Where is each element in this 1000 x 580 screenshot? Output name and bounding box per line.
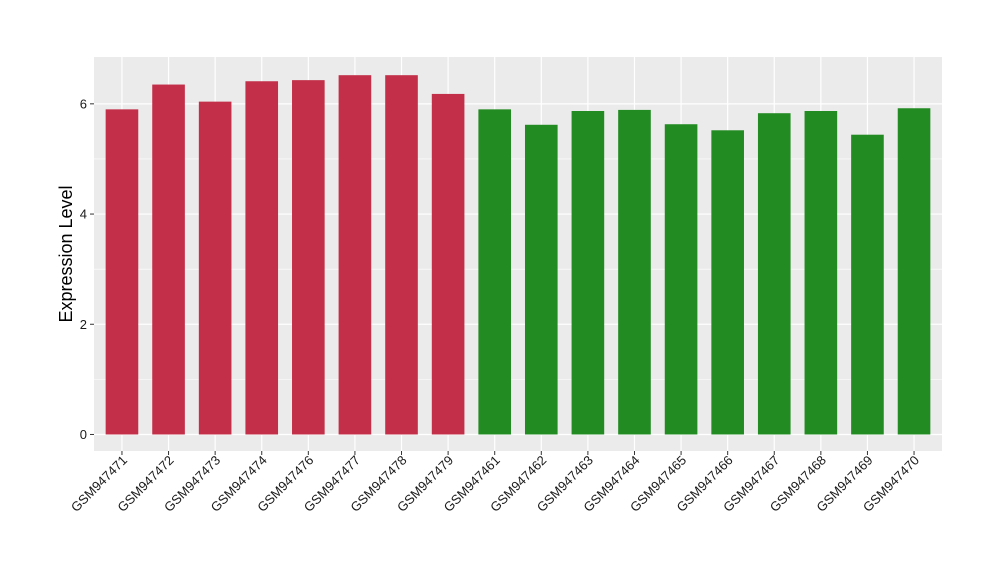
y-axis: 0 2 4 6 bbox=[80, 96, 94, 442]
bar-GSM947472 bbox=[152, 84, 185, 435]
x-axis: GSM947471GSM947472GSM947473GSM947474GSM9… bbox=[68, 451, 922, 515]
bar-GSM947478 bbox=[385, 75, 418, 435]
bar-GSM947465 bbox=[664, 124, 698, 435]
bar-GSM947468 bbox=[804, 111, 838, 435]
minor-gridlines bbox=[94, 158, 942, 380]
bars bbox=[105, 75, 931, 435]
y-tick-label: 6 bbox=[80, 96, 87, 111]
y-tick-label: 2 bbox=[80, 317, 87, 332]
bar-GSM947474 bbox=[245, 81, 279, 435]
bar-GSM947473 bbox=[198, 101, 232, 435]
bar-GSM947479 bbox=[431, 93, 465, 435]
bar-GSM947462 bbox=[524, 124, 558, 435]
bar-GSM947470 bbox=[897, 108, 931, 435]
bar-GSM947463 bbox=[571, 111, 605, 435]
bar-GSM947469 bbox=[851, 134, 884, 435]
y-tick-label: 4 bbox=[80, 207, 87, 222]
bar-GSM947477 bbox=[338, 75, 372, 435]
bar-GSM947466 bbox=[711, 130, 744, 435]
y-tick-label: 0 bbox=[80, 427, 87, 442]
y-axis-title: Expression Level bbox=[56, 185, 76, 322]
bar-GSM947464 bbox=[618, 109, 651, 435]
bar-GSM947471 bbox=[105, 109, 139, 435]
plot-panel bbox=[94, 57, 942, 451]
bar-GSM947461 bbox=[478, 109, 512, 435]
bar-GSM947476 bbox=[292, 80, 325, 435]
bar-GSM947467 bbox=[757, 113, 791, 435]
